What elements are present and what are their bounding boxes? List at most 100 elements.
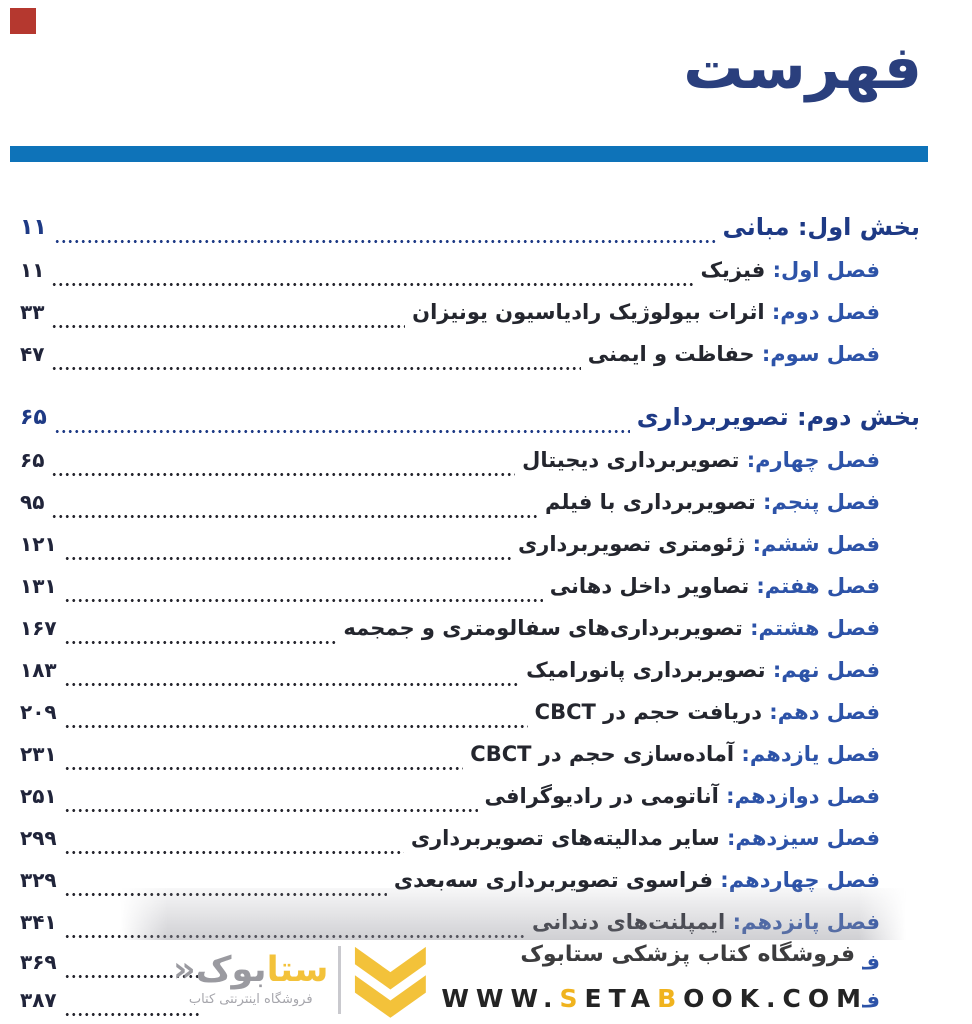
toc-entry-title: ژئومتری تصویربرداری (518, 532, 746, 556)
toc-page-number: ۲۵۱ (20, 784, 57, 808)
toc-entry-title: تصویربرداری‌های سفالومتری و جمجمه (343, 616, 743, 640)
toc-entry-title: اثرات بیولوژیک رادیاسیون یونیزان (412, 300, 765, 324)
toc-page-number: ۳۲۹ (20, 868, 57, 892)
toc-entry-text: فصل هفتم: تصاویر داخل دهانی (550, 574, 880, 598)
dotted-leader (63, 749, 464, 771)
toc-page-number: ۱۸۳ (20, 658, 57, 682)
toc-entry-prefix: فصل ششم: (745, 532, 880, 556)
dotted-leader (51, 455, 516, 477)
toc-entry-prefix: فصل نهم: (765, 658, 880, 682)
toc-page-number: ۳۸۷ (20, 988, 57, 1012)
url-part: OOK.COM (683, 984, 868, 1013)
toc-row: فصل نهم: تصویربرداری پانورامیک ۱۸۳ (20, 649, 880, 691)
toc-entry-text: فصل هشتم: تصویربرداری‌های سفالومتری و جم… (343, 616, 880, 640)
setabook-logo: ستابوک« فروشگاه اینترنتی کتاب (165, 936, 430, 1024)
dotted-leader (53, 412, 630, 434)
toc-entry-title: دریافت حجم در CBCT (534, 700, 762, 724)
dotted-leader (63, 581, 543, 603)
toc-row: فصل چهارم: تصویربرداری دیجیتال ۶۵ (20, 439, 880, 481)
url-accent-s: S (559, 984, 585, 1013)
toc-row: فصل ششم: ژئومتری تصویربرداری ۱۲۱ (20, 523, 880, 565)
toc-page-number: ۶۵ (20, 448, 45, 472)
dotted-leader (51, 497, 538, 519)
url-part: ETA (584, 984, 658, 1013)
toc-entry-prefix: فصل دوم: (764, 300, 880, 324)
toc-page-number: ۱۱ (20, 258, 45, 282)
toc-page-number: ۳۳ (20, 300, 45, 324)
dotted-leader (63, 539, 511, 561)
logo-word-gray: بوک (195, 950, 267, 990)
toc-entry-title: تصاویر داخل دهانی (549, 574, 750, 598)
toc-entry-text: بخش اول: مبانی (723, 213, 920, 241)
toc-row: بخش دوم: تصویربرداری ۶۵ (20, 395, 920, 439)
toc-page-number: ۶۵ (20, 404, 47, 430)
toc-page-number: ۹۵ (20, 490, 45, 514)
red-corner-marker (10, 8, 36, 34)
toc-entry-text: فصل اول: فیزیک (701, 258, 880, 282)
toc-row: فصل دوم: اثرات بیولوژیک رادیاسیون یونیزا… (20, 291, 880, 333)
toc-row: بخش اول: مبانی ۱۱ (20, 205, 920, 249)
toc-entry-prefix: فصل سوم: (754, 342, 880, 366)
toc-row: فصل پانزدهم: ایمپلنت‌های دندانی ۳۴۱ (20, 901, 880, 943)
dotted-leader (63, 707, 528, 729)
toc-entry-text: فصل سوم: حفاظت و ایمنی (588, 342, 880, 366)
toc-row: فصل یازدهم: آماده‌سازی حجم در CBCT ۲۳۱ (20, 733, 880, 775)
logo-wordmark-wrap: ستابوک« فروشگاه اینترنتی کتاب (173, 953, 328, 1008)
dotted-leader (53, 222, 716, 244)
watermark-box (200, 940, 862, 1024)
toc-entry-prefix: فصل دوازدهم: (718, 784, 880, 808)
toc-entry-prefix: فصل اول: (765, 258, 880, 282)
logo-guillemet-icon: « (173, 950, 196, 990)
toc-entry-text: فصل چهارم: تصویربرداری دیجیتال (522, 448, 880, 472)
page-title: فهرست (683, 33, 922, 103)
toc-entry-text: فصل ششم: ژئومتری تصویربرداری (518, 532, 880, 556)
store-url: WWW.SETABOOK.COM (441, 984, 868, 1013)
toc-row: فصل چهاردهم: فراسوی تصویربرداری سه‌بعدی … (20, 859, 880, 901)
toc-row: فصل پنجم: تصویربرداری با فیلم ۹۵ (20, 481, 880, 523)
toc-entry-title: فیزیک (700, 258, 766, 282)
toc-entry-prefix: فصل دهم: (761, 700, 880, 724)
toc-row: فصل دوازدهم: آناتومی در رادیوگرافی ۲۵۱ (20, 775, 880, 817)
toc-entry-title: فراسوی تصویربرداری سه‌بعدی (393, 868, 713, 892)
dotted-leader (63, 791, 478, 813)
toc-row: فصل اول: فیزیک ۱۱ (20, 249, 880, 291)
chevron-logo-icon (355, 946, 427, 1018)
toc-page-number: ۱۱ (20, 214, 47, 240)
toc-entry-prefix: فصل هفتم: (749, 574, 880, 598)
toc-entry-title: بخش اول: مبانی (722, 213, 920, 241)
toc-page-number: ۴۷ (20, 342, 45, 366)
toc-row: فصل سوم: حفاظت و ایمنی ۴۷ (20, 333, 880, 375)
toc-page-number: ۱۶۷ (20, 616, 57, 640)
toc-entry-text: فصل دهم: دریافت حجم در CBCT (535, 700, 880, 724)
toc-entry-prefix: فصل یازدهم: (734, 742, 880, 766)
toc-entry-text: بخش دوم: تصویربرداری (637, 403, 920, 431)
logo-word-yellow: ستا (266, 950, 329, 990)
store-name: فروشگاه کتاب پزشکی ستابوک (520, 942, 855, 967)
toc-entry-prefix: فصل سیزدهم: (719, 826, 880, 850)
toc-entry-title: تصویربرداری دیجیتال (522, 448, 740, 472)
toc-entry-text: فصل دوازدهم: آناتومی در رادیوگرافی (485, 784, 880, 808)
toc-page-number: ۱۲۱ (20, 532, 57, 556)
toc-entry-prefix: فصل هشتم: (742, 616, 880, 640)
toc-page-number: ۳۶۹ (20, 950, 57, 974)
dotted-leader (63, 665, 520, 687)
toc-page-number: ۲۳۱ (20, 742, 57, 766)
logo-wordmark: ستابوک« (173, 953, 328, 988)
toc-entry-prefix: فصل چهارم: (739, 448, 880, 472)
toc-list: بخش اول: مبانی ۱۱ فصل اول: فیزیک ۱۱ فصل … (20, 205, 920, 1019)
toc-entry-text: فصل یازدهم: آماده‌سازی حجم در CBCT (470, 742, 880, 766)
watermark-shadow (120, 888, 906, 940)
dotted-leader (51, 349, 581, 371)
dotted-leader (51, 307, 406, 329)
toc-entry-text: فصل سیزدهم: سایر مدالیته‌های تصویربرداری (411, 826, 880, 850)
toc-entry-text: فصل پنجم: تصویربرداری با فیلم (545, 490, 880, 514)
toc-entry-title: ایمپلنت‌های دندانی (532, 910, 725, 934)
dotted-leader (63, 623, 337, 645)
toc-entry-title: تصویربرداری پانورامیک (526, 658, 766, 682)
toc-entry-text: فصل پانزدهم: ایمپلنت‌های دندانی (532, 910, 880, 934)
toc-entry-title: بخش دوم: تصویربرداری (636, 403, 920, 431)
dotted-leader (63, 833, 404, 855)
url-part: WWW. (441, 984, 560, 1013)
toc-entry-prefix: فصل پنجم: (755, 490, 880, 514)
